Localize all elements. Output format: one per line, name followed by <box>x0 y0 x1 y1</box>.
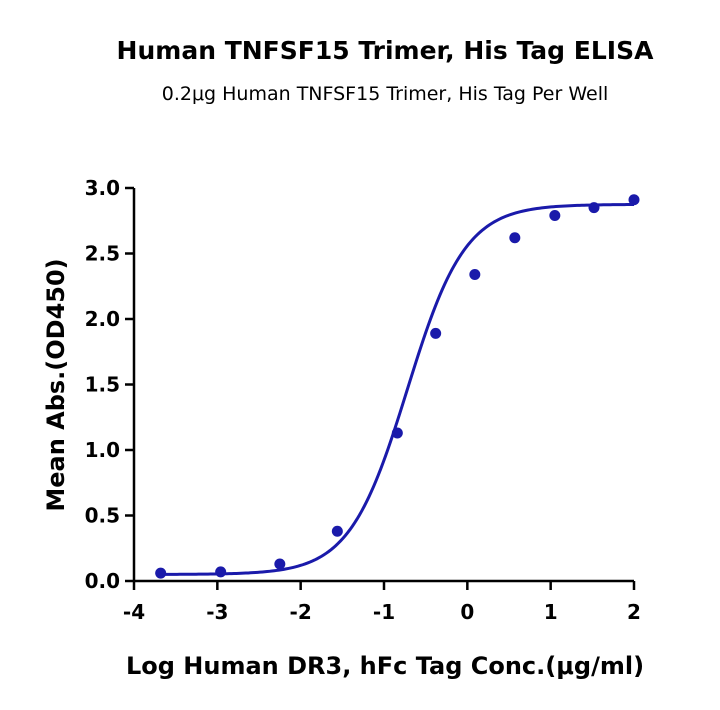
y-tick-label: 2.0 <box>85 307 120 331</box>
fit-curve <box>160 203 635 576</box>
data-point <box>509 232 521 244</box>
data-point <box>215 566 227 578</box>
data-point <box>549 210 561 222</box>
y-tick-label: 0.0 <box>85 569 120 593</box>
x-tick-label: -3 <box>206 600 228 624</box>
y-tick-label: 3.0 <box>85 176 120 200</box>
x-tick-label: 2 <box>627 600 641 624</box>
y-tick-label: 2.5 <box>85 242 120 266</box>
x-tick-label: -4 <box>123 600 145 624</box>
x-ticks: -4 -3 -2 -1 0 1 2 <box>123 581 641 624</box>
x-tick-label: -2 <box>290 600 312 624</box>
y-tick-label: 0.5 <box>85 504 120 528</box>
data-points <box>155 194 640 579</box>
x-axis-title: Log Human DR3, hFc Tag Conc.(μg/ml) <box>126 652 644 680</box>
data-point <box>155 567 167 579</box>
x-tick-label: 1 <box>544 600 558 624</box>
data-point <box>469 268 481 280</box>
data-point <box>430 327 442 339</box>
chart-title: Human TNFSF15 Trimer, His Tag ELISA <box>117 36 655 65</box>
y-axis-title: Mean Abs.(OD450) <box>42 258 70 511</box>
y-ticks: 0.0 0.5 1.0 1.5 2.0 2.5 3.0 <box>85 176 134 593</box>
y-tick-label: 1.5 <box>85 373 120 397</box>
axes <box>132 188 634 583</box>
x-tick-label: 0 <box>460 600 474 624</box>
data-point <box>391 427 403 439</box>
data-point <box>331 525 343 537</box>
data-point <box>588 202 600 214</box>
data-point <box>628 194 640 206</box>
chart-subtitle: 0.2μg Human TNFSF15 Trimer, His Tag Per … <box>162 83 609 105</box>
y-tick-label: 1.0 <box>85 438 120 462</box>
x-tick-label: -1 <box>373 600 395 624</box>
data-point <box>274 558 286 570</box>
